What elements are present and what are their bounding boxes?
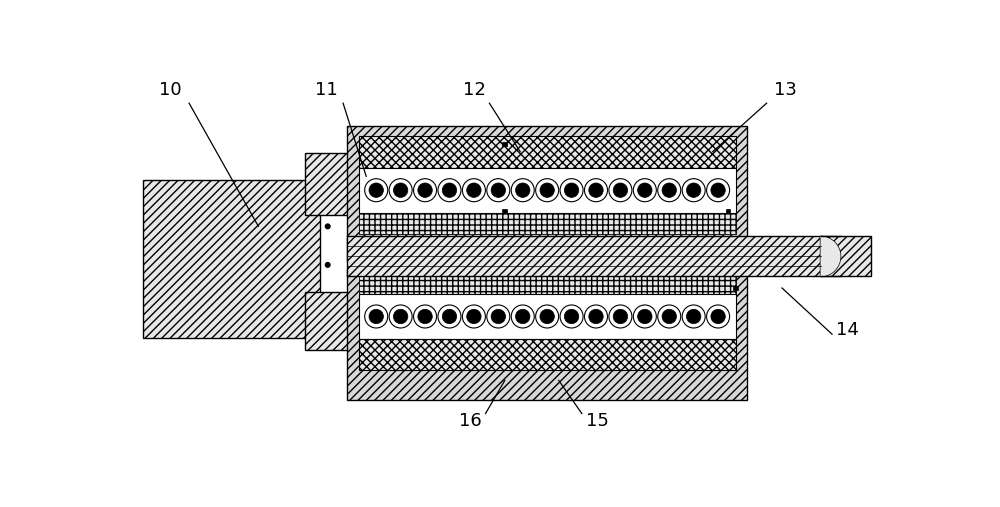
Circle shape [393,309,408,323]
Bar [347,126,747,261]
Circle shape [540,309,554,323]
Circle shape [609,305,632,328]
Circle shape [491,183,506,197]
Bar [143,180,320,338]
Bar [726,209,730,213]
Circle shape [418,183,432,197]
Circle shape [487,305,510,328]
Circle shape [686,183,701,197]
Bar [358,339,736,370]
Bar [347,269,747,400]
Circle shape [638,309,652,323]
Circle shape [467,309,481,323]
Circle shape [560,178,583,202]
Text: 10: 10 [159,81,181,99]
Circle shape [325,224,330,229]
Circle shape [516,183,530,197]
Circle shape [536,178,559,202]
Circle shape [511,178,534,202]
Bar [358,135,736,168]
Circle shape [438,178,461,202]
Circle shape [638,183,652,197]
Circle shape [389,178,412,202]
Circle shape [564,309,579,323]
Wedge shape [820,236,841,276]
Circle shape [442,309,457,323]
Circle shape [414,305,437,328]
Wedge shape [820,236,841,276]
Circle shape [369,309,383,323]
Circle shape [613,309,628,323]
Circle shape [438,305,461,328]
Circle shape [662,183,676,197]
Bar [502,141,507,147]
Circle shape [536,305,559,328]
Circle shape [633,305,656,328]
Text: 11: 11 [315,81,338,99]
Circle shape [658,305,681,328]
Circle shape [707,178,730,202]
Bar [305,153,355,215]
Bar [358,294,736,339]
Circle shape [365,305,388,328]
Circle shape [711,183,725,197]
Bar [305,292,355,350]
Circle shape [487,178,510,202]
Circle shape [613,183,628,197]
Circle shape [589,309,603,323]
Circle shape [662,309,676,323]
Circle shape [633,178,656,202]
Circle shape [540,183,554,197]
Circle shape [462,305,485,328]
Circle shape [658,178,681,202]
Bar [502,209,507,213]
Text: 14: 14 [836,321,859,339]
Circle shape [564,183,579,197]
Circle shape [442,183,457,197]
Text: 15: 15 [586,412,609,430]
Text: 13: 13 [774,81,797,99]
Circle shape [418,309,432,323]
Circle shape [707,305,730,328]
Circle shape [589,183,603,197]
Circle shape [609,178,632,202]
Bar [358,212,736,234]
Circle shape [365,178,388,202]
Circle shape [511,305,534,328]
Text: 16: 16 [459,412,482,430]
Circle shape [516,309,530,323]
Circle shape [414,178,437,202]
Circle shape [389,305,412,328]
Circle shape [711,309,725,323]
Bar [358,273,736,294]
Circle shape [584,305,608,328]
Circle shape [393,183,408,197]
Circle shape [325,263,330,267]
Bar [347,236,871,276]
Circle shape [462,178,485,202]
Circle shape [584,178,608,202]
Bar [733,285,738,291]
Circle shape [369,183,383,197]
Circle shape [467,183,481,197]
Circle shape [686,309,701,323]
Circle shape [560,305,583,328]
Circle shape [682,178,705,202]
Circle shape [491,309,506,323]
Text: 12: 12 [463,81,485,99]
Bar [358,168,736,212]
Circle shape [682,305,705,328]
